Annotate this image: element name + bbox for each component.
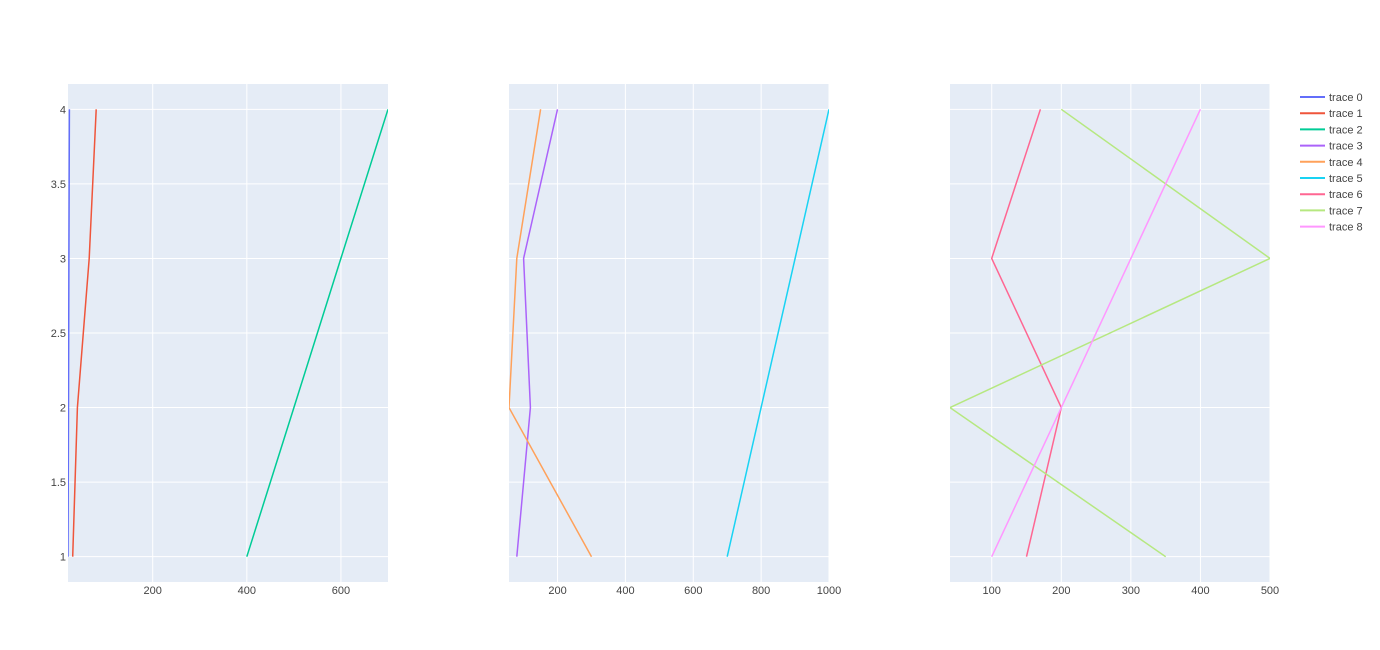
- y-tick-label: 4: [60, 104, 66, 116]
- legend-label: trace 2: [1329, 124, 1363, 136]
- subplot-2: 200 400 600 800 1000: [509, 84, 841, 597]
- plot-area-group: 1 1.5 2 2.5 3 3.5 4 200 400 600 200 400 600 800 1000 10…: [51, 84, 1279, 597]
- x-tick-label: 400: [616, 585, 634, 597]
- legend-item[interactable]: trace 0: [1300, 92, 1363, 104]
- legend-item[interactable]: trace 5: [1300, 173, 1363, 185]
- x-tick-label: 200: [548, 585, 566, 597]
- series-line-trace-4[interactable]: [509, 109, 593, 558]
- x-tick-label: 500: [1261, 585, 1279, 597]
- y-tick-label: 2.5: [51, 328, 66, 340]
- legend[interactable]: trace 0 trace 1 trace 2 trace 3 trace 4 trace…: [1300, 92, 1363, 234]
- x-tick-label: 600: [684, 585, 702, 597]
- x-tick-label: 400: [1191, 585, 1209, 597]
- series-line-trace-2[interactable]: [246, 109, 388, 557]
- legend-item[interactable]: trace 6: [1300, 189, 1363, 201]
- legend-label: trace 3: [1329, 141, 1363, 153]
- series-line-trace-3[interactable]: [516, 109, 559, 557]
- legend-label: trace 8: [1329, 222, 1363, 234]
- legend-item[interactable]: trace 2: [1300, 124, 1363, 136]
- y-tick-label: 3.5: [51, 179, 66, 191]
- legend-item[interactable]: trace 8: [1300, 222, 1363, 234]
- legend-item[interactable]: trace 7: [1300, 205, 1363, 217]
- legend-label: trace 7: [1329, 205, 1363, 217]
- series-line-trace-0[interactable]: [68, 109, 71, 557]
- series-line-trace-6[interactable]: [990, 109, 1063, 557]
- x-tick-label: 200: [1052, 585, 1070, 597]
- subplot-3: 100 200 300 400 500: [950, 84, 1279, 597]
- x-tick-label: 1000: [817, 585, 841, 597]
- legend-item[interactable]: trace 3: [1300, 141, 1363, 153]
- y-tick-label: 1.5: [51, 477, 66, 489]
- y-tick-label: 3: [60, 253, 66, 265]
- y-tick-label: 1: [60, 552, 66, 564]
- series-line-trace-8[interactable]: [991, 108, 1202, 558]
- x-tick-label: 400: [238, 585, 256, 597]
- x-tick-label: 100: [983, 585, 1001, 597]
- y-tick-label: 2: [60, 403, 66, 415]
- series-line-trace-5[interactable]: [726, 109, 829, 557]
- legend-label: trace 5: [1329, 173, 1363, 185]
- legend-item[interactable]: trace 1: [1300, 108, 1363, 120]
- legend-label: trace 4: [1329, 157, 1363, 169]
- x-tick-label: 600: [332, 585, 350, 597]
- legend-label: trace 0: [1329, 92, 1363, 104]
- x-tick-label: 200: [144, 585, 162, 597]
- x-tick-label: 800: [752, 585, 770, 597]
- series-line-trace-1[interactable]: [71, 109, 97, 557]
- legend-label: trace 1: [1329, 108, 1363, 120]
- subplot-1: 1 1.5 2 2.5 3 3.5 4 200 400 600: [51, 84, 388, 597]
- x-tick-label: 300: [1122, 585, 1140, 597]
- legend-label: trace 6: [1329, 189, 1363, 201]
- legend-item[interactable]: trace 4: [1300, 157, 1363, 169]
